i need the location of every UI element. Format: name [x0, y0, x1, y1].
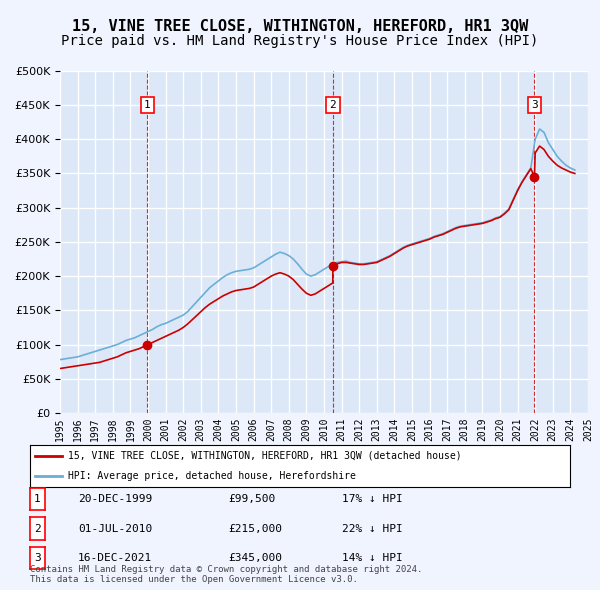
Text: 2: 2	[329, 100, 336, 110]
Text: 3: 3	[531, 100, 538, 110]
Text: HPI: Average price, detached house, Herefordshire: HPI: Average price, detached house, Here…	[68, 471, 356, 481]
Text: £215,000: £215,000	[228, 524, 282, 533]
Text: £345,000: £345,000	[228, 553, 282, 563]
Text: 22% ↓ HPI: 22% ↓ HPI	[342, 524, 403, 533]
Text: Contains HM Land Registry data © Crown copyright and database right 2024.
This d: Contains HM Land Registry data © Crown c…	[30, 565, 422, 584]
Text: 14% ↓ HPI: 14% ↓ HPI	[342, 553, 403, 563]
Text: 1: 1	[34, 494, 41, 504]
Text: 17% ↓ HPI: 17% ↓ HPI	[342, 494, 403, 504]
Text: 2: 2	[34, 524, 41, 533]
Text: 1: 1	[144, 100, 151, 110]
Text: £99,500: £99,500	[228, 494, 275, 504]
Text: 16-DEC-2021: 16-DEC-2021	[78, 553, 152, 563]
Text: Price paid vs. HM Land Registry's House Price Index (HPI): Price paid vs. HM Land Registry's House …	[61, 34, 539, 48]
Text: 15, VINE TREE CLOSE, WITHINGTON, HEREFORD, HR1 3QW: 15, VINE TREE CLOSE, WITHINGTON, HEREFOR…	[72, 19, 528, 34]
Text: 20-DEC-1999: 20-DEC-1999	[78, 494, 152, 504]
Text: 15, VINE TREE CLOSE, WITHINGTON, HEREFORD, HR1 3QW (detached house): 15, VINE TREE CLOSE, WITHINGTON, HEREFOR…	[68, 451, 461, 461]
Text: 3: 3	[34, 553, 41, 563]
Text: 01-JUL-2010: 01-JUL-2010	[78, 524, 152, 533]
